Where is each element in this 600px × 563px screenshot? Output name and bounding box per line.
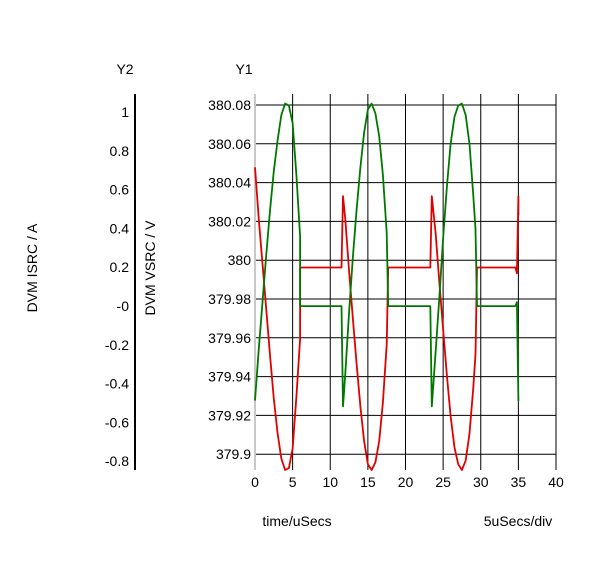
tick-labels: 0 5 10 15 20 25 30 35 40 380.08 380.06 380.04 380.02… (105, 97, 564, 490)
x-scale-note: 5uSecs/div (484, 513, 552, 529)
y1-tick-label: 380.02 (208, 213, 251, 229)
series-line-0 (254, 167, 520, 471)
y1-tick-label: 379.98 (208, 291, 251, 307)
y2-tick-label: 0.2 (110, 259, 130, 275)
y1-tick-label: 379.92 (208, 407, 251, 423)
x-axis-label: time/uSecs (262, 513, 331, 529)
y1-tick-label: 380.08 (208, 97, 251, 113)
y2-tick-label: 0.8 (110, 143, 130, 159)
y1-axis-title: Y1 (235, 61, 252, 77)
y2-tick-label: 1 (121, 104, 129, 120)
y2-tick-label: -0.4 (105, 376, 129, 392)
y2-tick-label: -0.6 (105, 414, 129, 430)
x-tick-label: 5 (289, 474, 297, 490)
y1-axis-label: DVM VSRC / V (142, 220, 158, 316)
y2-tick-label: -0.8 (105, 453, 129, 469)
y1-tick-label: 380.04 (208, 175, 251, 191)
y1-tick-label: 380 (228, 252, 252, 268)
x-tick-label: 0 (251, 474, 259, 490)
y2-axis-label: DVM ISRC / A (24, 223, 40, 312)
y1-tick-label: 379.9 (216, 446, 251, 462)
y2-axis-title: Y2 (116, 61, 133, 77)
x-tick-label: 35 (511, 474, 527, 490)
y1-tick-label: 379.96 (208, 330, 251, 346)
x-tick-label: 15 (360, 474, 376, 490)
series-line-1 (254, 102, 520, 408)
series-layer (254, 102, 520, 471)
grid (254, 94, 557, 470)
x-tick-label: 10 (322, 474, 338, 490)
x-tick-label: 25 (435, 474, 451, 490)
y2-tick-label: 0.4 (110, 220, 130, 236)
y2-tick-label: -0 (117, 298, 130, 314)
axes (134, 94, 256, 470)
y2-tick-label: -0.2 (105, 337, 129, 353)
y1-tick-label: 380.06 (208, 136, 251, 152)
y1-tick-label: 379.94 (208, 369, 251, 385)
x-tick-label: 20 (398, 474, 414, 490)
y2-tick-label: 0.6 (110, 182, 130, 198)
x-tick-label: 30 (473, 474, 489, 490)
x-tick-label: 40 (548, 474, 564, 490)
